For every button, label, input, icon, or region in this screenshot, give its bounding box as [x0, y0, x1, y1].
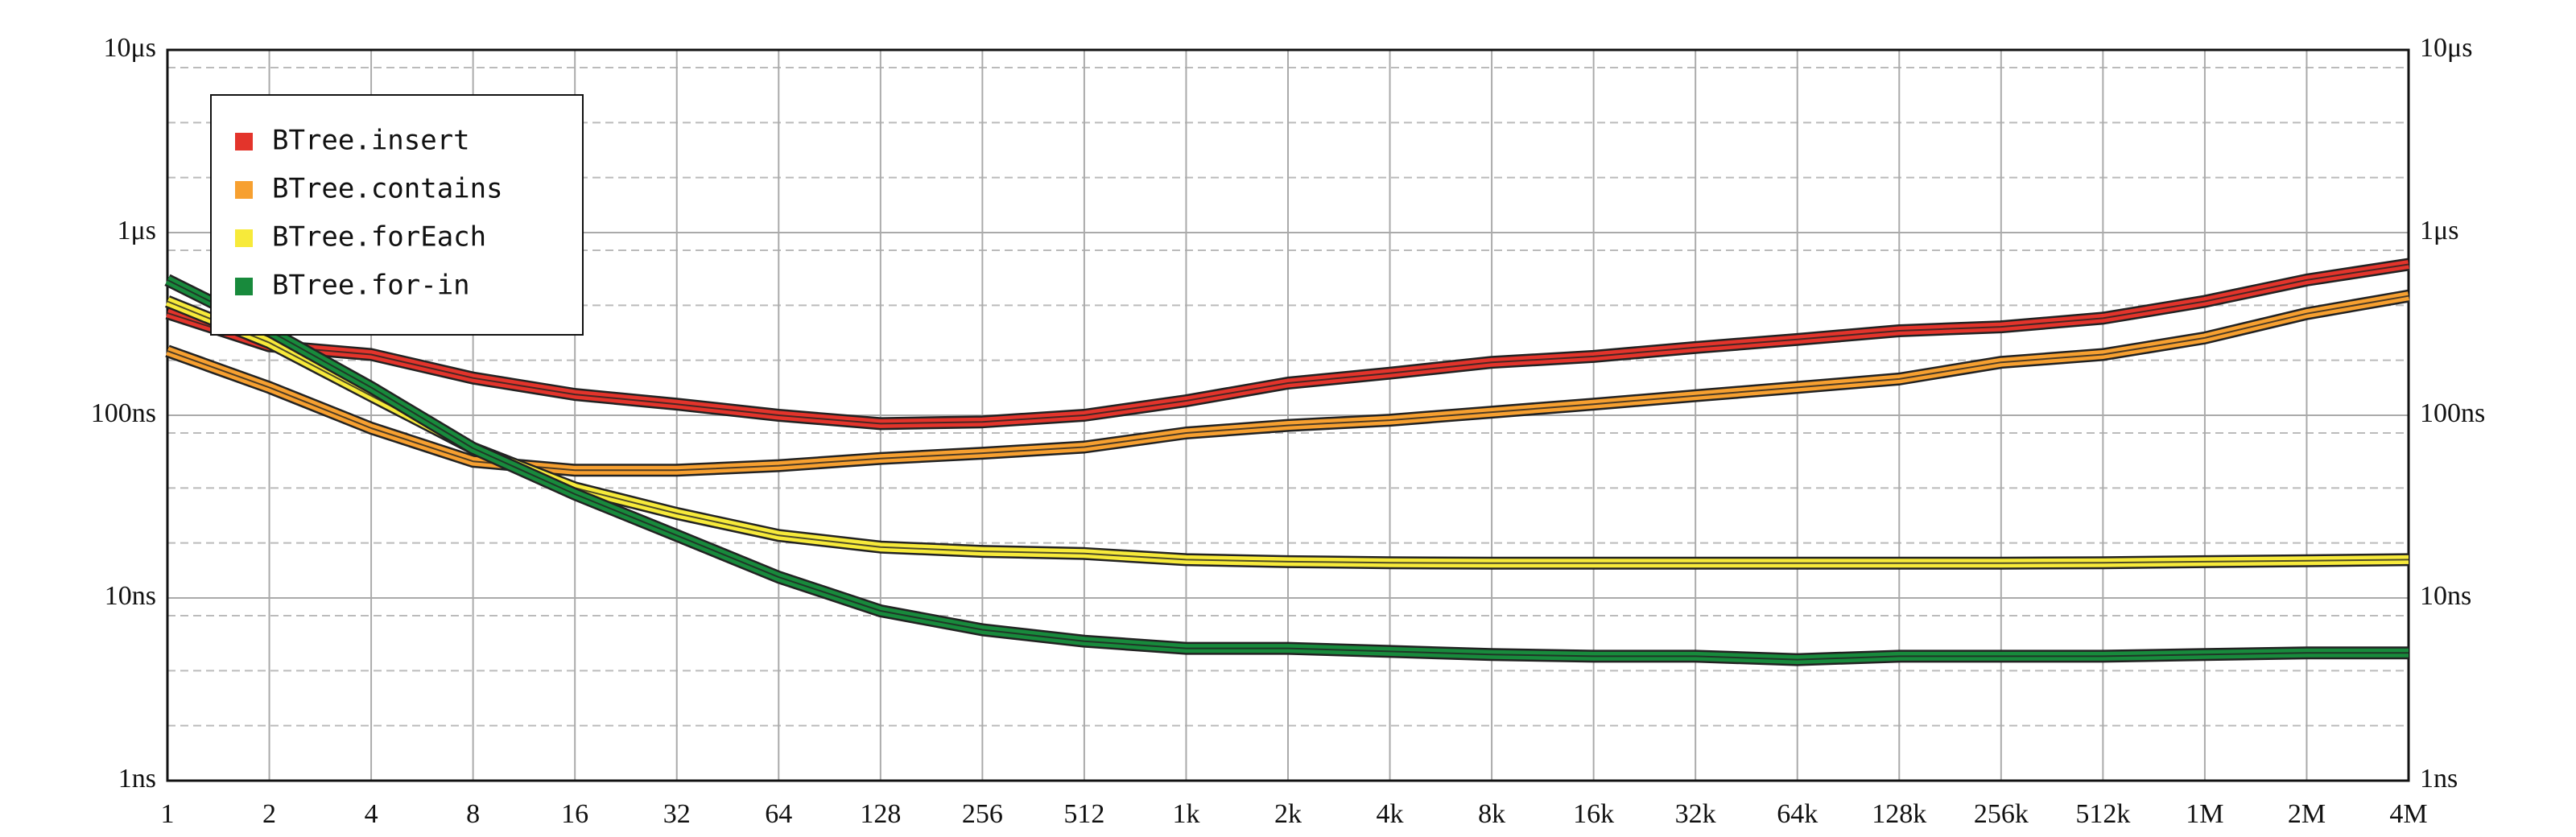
y-tick-label: 10μs [104, 33, 156, 63]
plot-frame [166, 48, 2410, 782]
x-tick-label: 512 [1063, 799, 1104, 829]
y2-tick-label: 1ns [2420, 764, 2458, 794]
series-center [167, 263, 2409, 425]
x-tick-label: 4k [1377, 799, 1404, 829]
y2-tick-label: 10μs [2420, 33, 2472, 63]
x-tick-label: 2 [262, 799, 276, 829]
x-tick-label: 256 [962, 799, 1003, 829]
x-tick-label: 4M [2389, 799, 2427, 829]
x-tick-label: 64k [1777, 799, 1818, 829]
x-tick-label: 1 [161, 799, 175, 829]
legend-swatch [235, 229, 253, 247]
y2-tick-label: 1μs [2420, 216, 2458, 245]
y-tick-label: 100ns [91, 398, 156, 428]
y-tick-label: 10ns [105, 581, 156, 611]
y-tick-label: 1μs [118, 216, 156, 245]
x-tick-label: 1M [2186, 799, 2223, 829]
x-tick-label: 256k [1974, 799, 2029, 829]
x-tick-label: 64 [765, 799, 792, 829]
x-tick-label: 1k [1172, 799, 1199, 829]
y-tick-label: 1ns [118, 764, 156, 794]
legend-label: BTree.forEach [272, 221, 486, 254]
legend-swatch [235, 181, 253, 199]
x-tick-label: 32k [1675, 799, 1716, 829]
y2-tick-label: 100ns [2420, 398, 2485, 428]
legend-label: BTree.for-in [272, 270, 470, 302]
series-center [167, 279, 2409, 661]
x-tick-label: 8 [466, 799, 480, 829]
legend-box [210, 94, 584, 336]
series-center [167, 295, 2409, 472]
x-tick-label: 2k [1274, 799, 1302, 829]
x-tick-label: 4 [365, 799, 378, 829]
legend-swatch [235, 133, 253, 150]
x-tick-label: 16 [561, 799, 588, 829]
legend-swatch [235, 278, 253, 295]
x-tick-label: 128k [1872, 799, 1926, 829]
x-tick-label: 2M [2288, 799, 2326, 829]
x-tick-label: 8k [1478, 799, 1505, 829]
legend-label: BTree.insert [272, 125, 470, 157]
x-tick-label: 32 [663, 799, 691, 829]
x-tick-label: 512k [2075, 799, 2130, 829]
x-tick-label: 128 [860, 799, 901, 829]
x-tick-label: 16k [1573, 799, 1614, 829]
y2-tick-label: 10ns [2420, 581, 2471, 611]
legend-label: BTree.contains [272, 173, 503, 205]
